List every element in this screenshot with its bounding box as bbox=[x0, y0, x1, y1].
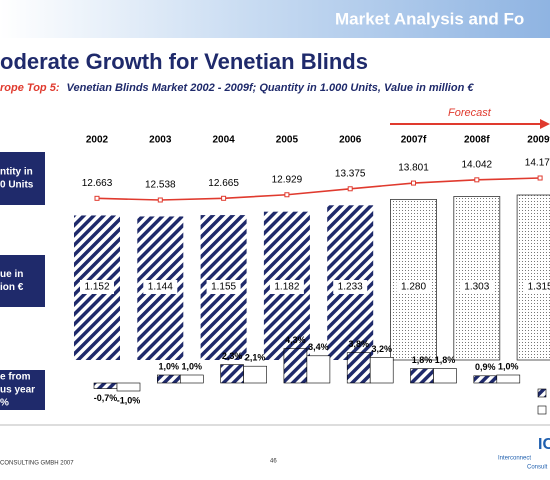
logo-line2: Consult bbox=[527, 465, 548, 471]
value-label: 1.155 bbox=[211, 282, 236, 293]
value-label: 1.233 bbox=[338, 282, 363, 293]
value-label: 1.315 bbox=[528, 282, 550, 293]
year-label: 2003 bbox=[149, 135, 172, 146]
header-title: Market Analysis and Fo bbox=[335, 9, 524, 28]
value-label-bg bbox=[206, 280, 241, 294]
change-bar bbox=[410, 368, 434, 384]
year-label: 2005 bbox=[276, 135, 299, 146]
change-bar bbox=[346, 352, 371, 384]
quantity-point bbox=[474, 177, 480, 183]
quantity-point bbox=[537, 175, 543, 181]
change-label: 1,8% bbox=[435, 355, 456, 365]
change-label: 2,3% bbox=[222, 351, 243, 361]
footer-left: CONSULTING GMBH 2007 bbox=[0, 461, 74, 467]
year-label: 2007f bbox=[401, 135, 427, 146]
value-label-bg bbox=[523, 280, 550, 294]
change-bar bbox=[306, 355, 331, 384]
page-number: 46 bbox=[270, 459, 277, 465]
subtitle: rope Top 5: Venetian Blinds Market 2002 … bbox=[0, 82, 474, 94]
year-label: 2002 bbox=[86, 135, 109, 146]
value-label: 1.303 bbox=[464, 282, 489, 293]
change-bar bbox=[243, 365, 267, 384]
change-bar bbox=[180, 374, 204, 384]
quantity-point bbox=[94, 195, 100, 201]
subtitle-text: Venetian Blinds Market 2002 - 2009f; Qua… bbox=[67, 82, 475, 94]
row-label: ion € bbox=[0, 282, 24, 293]
logo-line1: Interconnect bbox=[498, 456, 531, 462]
value-label-bg bbox=[459, 280, 494, 294]
quantity-point bbox=[284, 192, 290, 198]
quantity-point bbox=[347, 186, 353, 192]
change-label: 4,3% bbox=[285, 335, 306, 345]
year-label: 2009f bbox=[527, 135, 550, 146]
header-bar bbox=[0, 0, 550, 38]
change-label: 1,0% bbox=[159, 361, 180, 371]
change-label: 3,2% bbox=[371, 344, 392, 354]
change-label: 1,8% bbox=[412, 355, 433, 365]
row-label: ntity in bbox=[0, 167, 33, 178]
quantity-point bbox=[221, 195, 227, 201]
change-label: 0,9% bbox=[475, 362, 496, 372]
value-label-bg bbox=[269, 280, 304, 294]
quantity-label: 13.801 bbox=[398, 163, 429, 174]
subtitle-prefix: rope Top 5: bbox=[0, 82, 60, 94]
year-label: 2004 bbox=[212, 135, 235, 146]
change-label: -1,0% bbox=[117, 395, 141, 405]
value-label-bg bbox=[396, 280, 431, 294]
row-label: us year bbox=[0, 385, 35, 396]
change-bar bbox=[433, 368, 457, 384]
quantity-label: 14.179 bbox=[525, 158, 550, 169]
quantity-point bbox=[411, 180, 416, 186]
value-label: 1.152 bbox=[84, 282, 109, 293]
value-bar bbox=[390, 198, 437, 361]
row-label-box bbox=[0, 255, 45, 307]
value-label: 1.280 bbox=[401, 282, 426, 293]
value-label: 1.182 bbox=[274, 282, 299, 293]
change-label: 3,8% bbox=[348, 339, 369, 349]
change-bar bbox=[283, 348, 308, 384]
year-label: 2008f bbox=[464, 135, 490, 146]
change-bar bbox=[220, 364, 244, 384]
value-bar bbox=[453, 196, 501, 361]
year-label: 2006 bbox=[339, 135, 362, 146]
change-bar bbox=[116, 382, 141, 392]
change-label: 1,0% bbox=[182, 361, 203, 371]
value-label-bg bbox=[80, 280, 114, 294]
quantity-label: 12.538 bbox=[145, 180, 176, 191]
quantity-label: 12.663 bbox=[82, 178, 113, 189]
change-bar bbox=[369, 357, 394, 384]
change-label: 1,0% bbox=[498, 361, 519, 371]
row-label: e from bbox=[0, 372, 31, 383]
logo-mark: IC bbox=[538, 436, 550, 453]
value-label-bg bbox=[333, 280, 368, 294]
value-bar bbox=[516, 194, 550, 361]
row-label: ue in bbox=[0, 269, 23, 280]
change-label: -0,7% bbox=[94, 393, 118, 403]
change-label: 3,4% bbox=[308, 342, 329, 352]
value-label: 1.144 bbox=[148, 282, 173, 293]
forecast-label: Forecast bbox=[448, 107, 492, 119]
quantity-label: 12.665 bbox=[208, 178, 239, 189]
quantity-line bbox=[96, 177, 541, 201]
change-label: 2,1% bbox=[245, 353, 266, 363]
legend-swatch bbox=[537, 388, 547, 398]
legend-swatch bbox=[537, 405, 547, 415]
quantity-point bbox=[157, 197, 163, 203]
row-label: 0 Units bbox=[0, 180, 34, 191]
row-label: % bbox=[0, 398, 9, 409]
slide-title: oderate Growth for Venetian Blinds bbox=[0, 49, 368, 74]
change-bar bbox=[496, 374, 521, 384]
value-label-bg bbox=[143, 280, 178, 294]
forecast-arrowhead bbox=[540, 119, 550, 129]
change-bar bbox=[473, 375, 498, 384]
change-bar bbox=[93, 382, 118, 389]
quantity-label: 12.929 bbox=[272, 174, 303, 185]
row-label-box bbox=[0, 152, 45, 205]
quantity-label: 14.042 bbox=[462, 159, 493, 170]
row-label-box bbox=[0, 370, 45, 410]
quantity-label: 13.375 bbox=[335, 168, 366, 179]
change-bar bbox=[157, 374, 181, 384]
